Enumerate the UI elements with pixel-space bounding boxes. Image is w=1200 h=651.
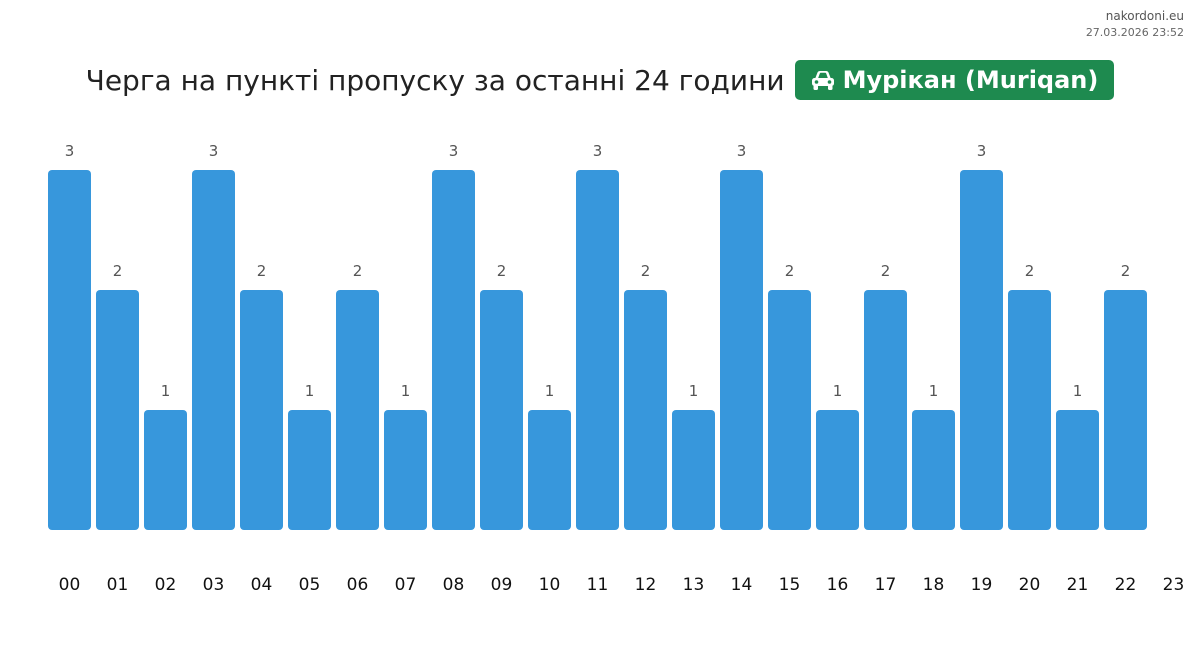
bar-19 (960, 170, 1003, 530)
x-tick-04: 04 (251, 575, 273, 595)
bar-00 (48, 170, 91, 530)
x-tick-05: 05 (299, 575, 321, 595)
bar-12 (624, 290, 667, 530)
bar-08 (432, 170, 475, 530)
x-tick-01: 01 (107, 575, 129, 595)
bar-05 (288, 410, 331, 530)
x-tick-08: 08 (443, 575, 465, 595)
x-tick-23: 23 (1163, 575, 1185, 595)
x-tick-03: 03 (203, 575, 225, 595)
bar-16 (816, 410, 859, 530)
bar-07 (384, 410, 427, 530)
x-tick-11: 11 (587, 575, 609, 595)
bar-18 (912, 410, 955, 530)
data-label-14: 3 (737, 142, 747, 160)
bar-20 (1008, 290, 1051, 530)
x-tick-02: 02 (155, 575, 177, 595)
data-label-17: 2 (881, 262, 891, 280)
checkpoint-badge: Мурікан (Muriqan) (794, 60, 1115, 100)
data-label-20: 2 (1025, 262, 1035, 280)
x-tick-22: 22 (1115, 575, 1137, 595)
x-tick-19: 19 (971, 575, 993, 595)
bar-04 (240, 290, 283, 530)
bar-11 (576, 170, 619, 530)
x-tick-17: 17 (875, 575, 897, 595)
bar-15 (768, 290, 811, 530)
x-tick-10: 10 (539, 575, 561, 595)
bar-06 (336, 290, 379, 530)
bar-14 (720, 170, 763, 530)
data-label-05: 1 (305, 382, 315, 400)
data-label-08: 3 (449, 142, 459, 160)
data-label-19: 3 (977, 142, 987, 160)
bar-09 (480, 290, 523, 530)
x-tick-09: 09 (491, 575, 513, 595)
data-label-21: 1 (1073, 382, 1083, 400)
site-name: nakordoni.eu (1105, 9, 1184, 23)
title-row: Черга на пункті пропуску за останні 24 г… (0, 58, 1200, 102)
x-tick-13: 13 (683, 575, 705, 595)
data-label-16: 1 (833, 382, 843, 400)
data-label-06: 2 (353, 262, 363, 280)
data-label-22: 2 (1121, 262, 1131, 280)
bar-01 (96, 290, 139, 530)
x-tick-15: 15 (779, 575, 801, 595)
bar-02 (144, 410, 187, 530)
data-label-02: 1 (161, 382, 171, 400)
x-tick-00: 00 (59, 575, 81, 595)
bar-13 (672, 410, 715, 530)
bar-17 (864, 290, 907, 530)
x-tick-21: 21 (1067, 575, 1089, 595)
bar-21 (1056, 410, 1099, 530)
data-label-13: 1 (689, 382, 699, 400)
bar-03 (192, 170, 235, 530)
data-label-07: 1 (401, 382, 411, 400)
data-label-15: 2 (785, 262, 795, 280)
data-label-01: 2 (113, 262, 123, 280)
chart-title: Черга на пункті пропуску за останні 24 г… (85, 63, 785, 97)
x-tick-18: 18 (923, 575, 945, 595)
data-label-18: 1 (929, 382, 939, 400)
car-icon (809, 68, 837, 92)
x-tick-06: 06 (347, 575, 369, 595)
x-tick-07: 07 (395, 575, 417, 595)
x-tick-16: 16 (827, 575, 849, 595)
x-tick-12: 12 (635, 575, 657, 595)
x-tick-14: 14 (731, 575, 753, 595)
data-label-09: 2 (497, 262, 507, 280)
data-label-03: 3 (209, 142, 219, 160)
data-label-10: 1 (545, 382, 555, 400)
data-label-12: 2 (641, 262, 651, 280)
data-label-04: 2 (257, 262, 267, 280)
bar-10 (528, 410, 571, 530)
x-tick-20: 20 (1019, 575, 1041, 595)
checkpoint-name: Мурікан (Muriqan) (842, 66, 1099, 94)
data-label-11: 3 (593, 142, 603, 160)
data-label-00: 3 (65, 142, 75, 160)
bar-22 (1104, 290, 1147, 530)
timestamp: 27.03.2026 23:52 (1085, 26, 1184, 39)
